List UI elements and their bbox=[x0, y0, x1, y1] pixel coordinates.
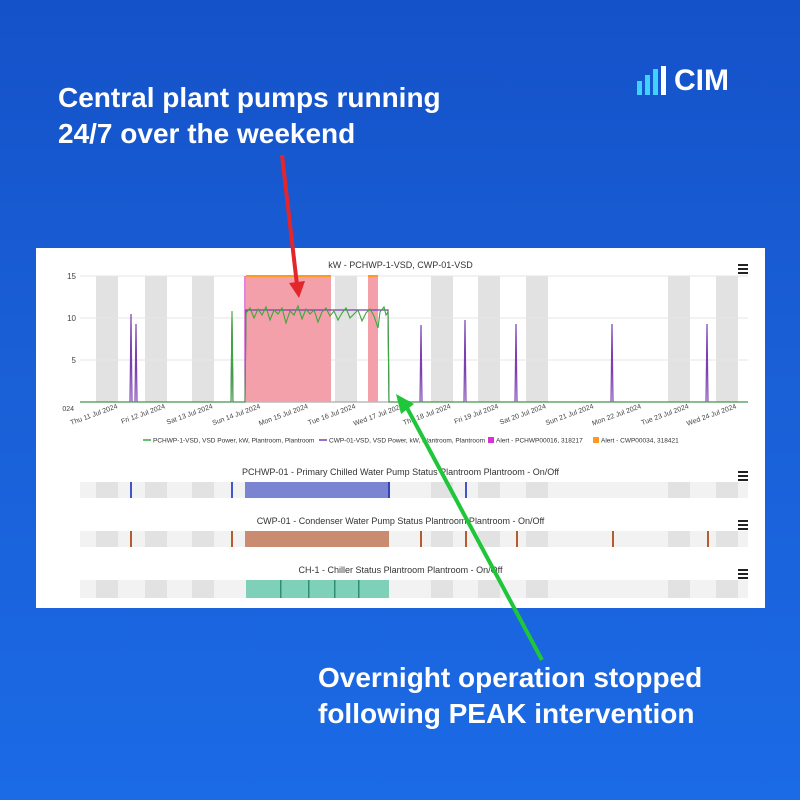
headline-top: Central plant pumps running 24/7 over th… bbox=[58, 80, 518, 152]
alert-band-cwp-top bbox=[368, 275, 378, 277]
legend-item-alert-cwp[interactable]: Alert - CWP00034, 318421 bbox=[601, 438, 679, 445]
headline-bottom-line-1: Overnight operation stopped bbox=[318, 662, 703, 693]
hamburger-menu-icon[interactable] bbox=[738, 264, 748, 274]
legend-item-pchwp[interactable]: PCHWP-1-VSD, VSD Power, kW, Plantroom, P… bbox=[153, 438, 314, 445]
kw-legend: PCHWP-1-VSD, VSD Power, kW, Plantroom, P… bbox=[143, 437, 679, 445]
kw-chart: 15 10 5 024 Thu 11 Jul 2024 Fri 12 Jul 20… bbox=[62, 272, 748, 445]
hamburger-menu-icon[interactable] bbox=[738, 569, 748, 579]
chiller-status-title: CH-1 - Chiller Status Plantroom Plantroo… bbox=[298, 565, 503, 575]
cwp-status-title: CWP-01 - Condenser Water Pump Status Pla… bbox=[256, 516, 545, 526]
alert-band-pchwp bbox=[246, 276, 331, 402]
green-arrow bbox=[396, 394, 544, 661]
chiller-status-chart bbox=[80, 580, 748, 598]
dashboard-panel: kW - PCHWP-1-VSD, CWP-01-VSD bbox=[36, 248, 765, 608]
alert-band-cwp bbox=[368, 276, 378, 402]
logo-text: CIM bbox=[674, 64, 729, 97]
red-arrow bbox=[280, 154, 305, 298]
hamburger-menu-icon[interactable] bbox=[738, 520, 748, 530]
headline-top-line-2: 24/7 over the weekend bbox=[58, 118, 356, 149]
headline-bottom: Overnight operation stopped following PE… bbox=[318, 660, 778, 732]
y-tick-label: 024 bbox=[62, 406, 74, 413]
pchwp-series-line bbox=[80, 304, 748, 403]
y-tick-label: 10 bbox=[67, 314, 76, 323]
legend-item-alert-pchwp[interactable]: Alert - PCHWP00016, 318217 bbox=[496, 438, 583, 445]
headline-top-line-1: Central plant pumps running bbox=[58, 82, 441, 113]
hamburger-menu-icon[interactable] bbox=[738, 471, 748, 481]
legend-item-cwp[interactable]: CWP-01-VSD, VSD Power, kW, Plantroom, Pl… bbox=[329, 438, 485, 445]
bar-chart-icon bbox=[637, 66, 666, 95]
alert-band-pchwp-top bbox=[246, 275, 331, 277]
kw-chart-title: kW - PCHWP-1-VSD, CWP-01-VSD bbox=[328, 260, 473, 270]
y-tick-label: 15 bbox=[67, 272, 76, 281]
y-tick-label: 5 bbox=[72, 356, 77, 365]
headline-bottom-line-2: following PEAK intervention bbox=[318, 698, 695, 729]
cim-logo: CIM bbox=[636, 64, 746, 98]
cwp-status-chart bbox=[80, 531, 748, 547]
pchwp-status-title: PCHWP-01 - Primary Chilled Water Pump St… bbox=[241, 467, 560, 477]
pchwp-status-chart bbox=[80, 482, 748, 498]
night-shading bbox=[96, 276, 738, 402]
